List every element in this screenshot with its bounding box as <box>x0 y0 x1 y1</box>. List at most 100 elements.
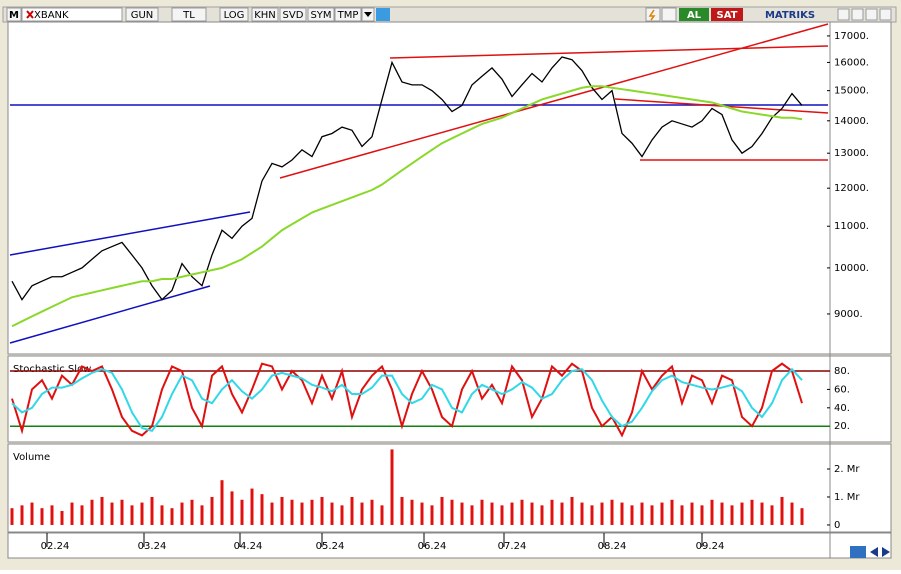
volume-bar <box>110 502 114 525</box>
volume-bar <box>780 496 784 525</box>
symbol-box[interactable] <box>21 7 123 22</box>
volume-bar <box>380 505 384 525</box>
flash-button[interactable] <box>645 7 661 22</box>
refresh-button[interactable] <box>850 546 866 558</box>
volume-bar <box>750 499 754 525</box>
volume-bar <box>590 505 594 525</box>
volume-bar <box>220 480 224 525</box>
volume-bar <box>50 505 54 525</box>
series-line <box>11 367 803 432</box>
toolbar-button[interactable] <box>219 7 249 22</box>
volume-bar <box>760 502 764 525</box>
volume-bar <box>610 499 614 525</box>
volume-bar <box>20 505 24 525</box>
dropdown-arrow <box>364 12 372 17</box>
volume-bar <box>680 505 684 525</box>
volume-bar <box>560 502 564 525</box>
series-line <box>11 362 803 438</box>
x-tick-label: 02.24 <box>41 541 70 552</box>
volume-bar <box>270 502 274 525</box>
scroll-right[interactable] <box>882 547 890 557</box>
volume-bar <box>260 494 264 525</box>
volume-bar <box>440 496 444 525</box>
panel-title: Stochastic Slow <box>13 364 91 375</box>
volume-bar <box>660 502 664 525</box>
y-tick-label: 60. <box>834 384 850 395</box>
toolbar-button-label: TMP <box>337 10 359 21</box>
volume-bar <box>120 499 124 525</box>
toolbar-button[interactable] <box>125 7 159 22</box>
volume-bar <box>180 502 184 525</box>
c-button[interactable] <box>661 7 677 22</box>
volume-bar <box>490 502 494 525</box>
volume-bar <box>450 499 454 525</box>
toolbar-button-label: GUN <box>131 10 154 21</box>
x-tick-label: 03.24 <box>138 541 167 552</box>
x-tick-label: 05.24 <box>316 541 345 552</box>
volume-bar <box>550 499 554 525</box>
toolbar-button[interactable] <box>171 7 207 22</box>
series-line <box>11 56 803 301</box>
volume-bar <box>510 502 514 525</box>
volume-bar <box>370 499 374 525</box>
toolbar-button-label: KHN <box>254 10 276 21</box>
toolbar-button[interactable] <box>279 7 307 22</box>
window-button[interactable] <box>865 8 878 21</box>
volume-bar <box>240 499 244 525</box>
stochastic-panel <box>7 355 892 443</box>
volume-bar <box>280 496 284 525</box>
volume-bar <box>320 496 324 525</box>
sell-label: SAT <box>717 10 738 21</box>
toolbar-button[interactable] <box>307 7 335 22</box>
panel-title: Volume <box>13 452 50 463</box>
buy-button[interactable] <box>679 8 709 21</box>
logo: M <box>9 10 19 21</box>
twitter-button[interactable] <box>376 8 390 21</box>
x-tick-label: 04.24 <box>234 541 263 552</box>
logo-button[interactable] <box>6 7 22 22</box>
y-tick-label: 20. <box>834 421 850 432</box>
volume-bar <box>350 496 354 525</box>
y-tick-label: 12000. <box>834 183 869 194</box>
scroll-left[interactable] <box>870 547 878 557</box>
toolbar-button[interactable] <box>334 7 362 22</box>
volume-bar <box>410 499 414 525</box>
toolbar-button[interactable] <box>251 7 279 22</box>
volume-bar <box>150 496 154 525</box>
y-tick-label: 10000. <box>834 263 869 274</box>
volume-bar <box>650 505 654 525</box>
symbol: XBANK <box>34 10 69 21</box>
volume-bar <box>170 508 174 525</box>
y-tick-label: 2. Mr <box>834 464 860 475</box>
volume-bar <box>310 499 314 525</box>
trend-line <box>279 23 829 179</box>
volume-bar <box>340 505 344 525</box>
volume-bar <box>730 505 734 525</box>
window-button[interactable] <box>879 8 892 21</box>
volume-bar <box>290 499 294 525</box>
volume-bar <box>720 502 724 525</box>
sell-button[interactable] <box>711 8 743 21</box>
buy-label: AL <box>687 10 702 21</box>
trend-line <box>9 285 211 344</box>
y-tick-label: 13000. <box>834 148 869 159</box>
volume-bar <box>670 499 674 525</box>
series-line <box>11 85 803 328</box>
volume-bar <box>430 505 434 525</box>
window-button[interactable] <box>851 8 864 21</box>
trend-line <box>9 211 251 256</box>
price-panel <box>7 21 892 355</box>
y-tick-label: 0 <box>834 520 840 531</box>
volume-bar <box>40 508 44 525</box>
volume-bar <box>640 502 644 525</box>
x-tick-label: 06.24 <box>418 541 447 552</box>
window-button[interactable] <box>837 8 850 21</box>
volume-bar <box>200 505 204 525</box>
volume-bar <box>600 502 604 525</box>
volume-bar <box>90 499 94 525</box>
flash-icon <box>648 9 656 21</box>
y-tick-label: 14000. <box>834 116 869 127</box>
volume-bar <box>400 496 404 525</box>
